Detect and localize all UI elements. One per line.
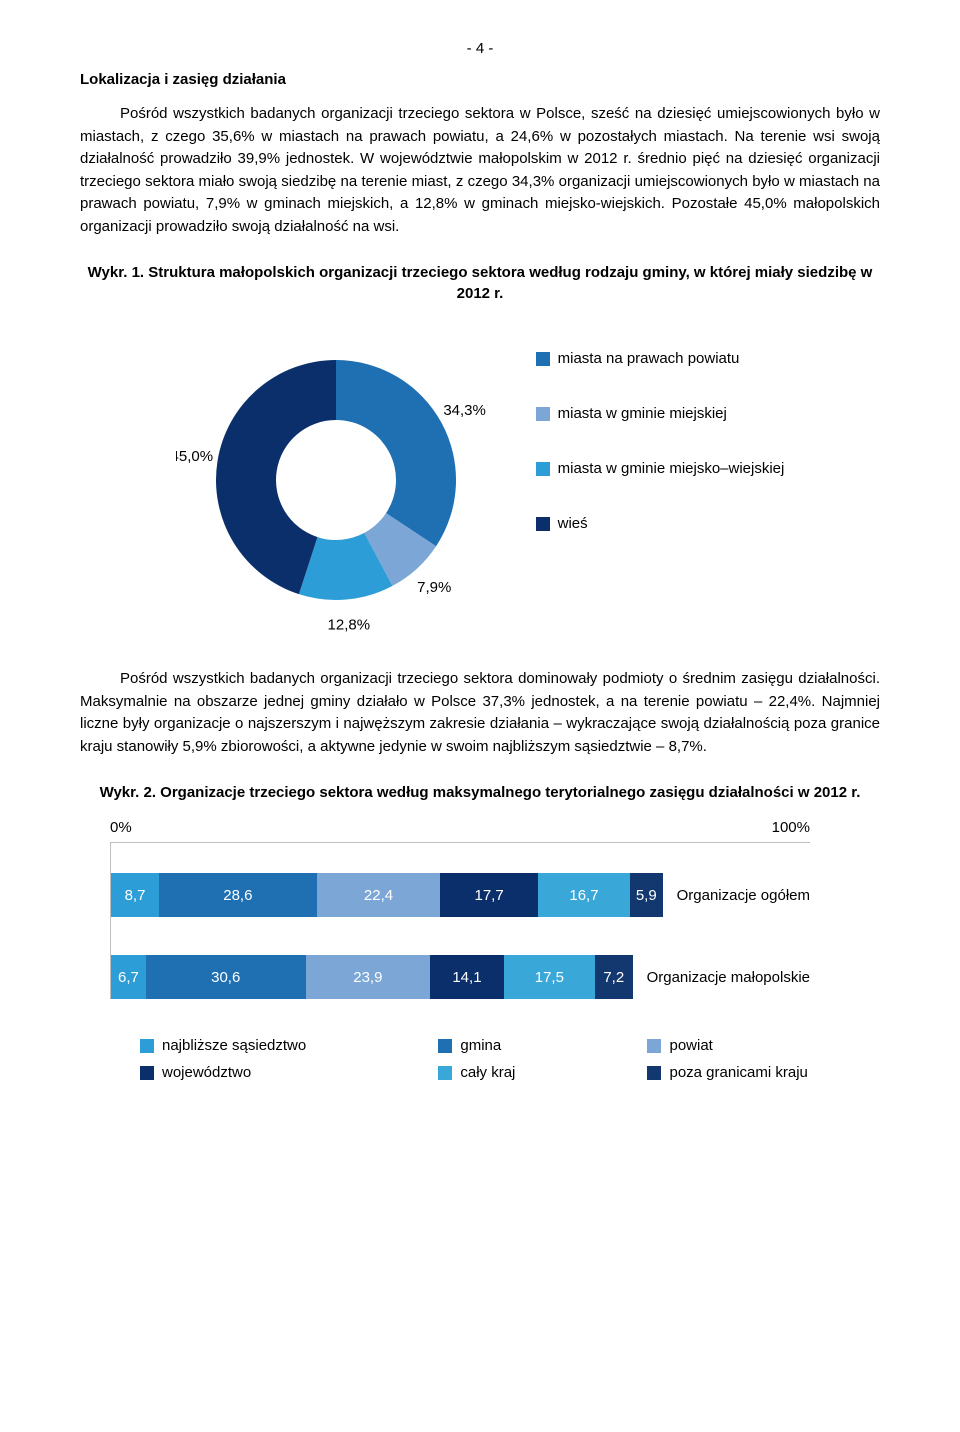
legend-swatch: [536, 407, 550, 421]
legend-label: miasta w gminie miejskiej: [558, 405, 727, 422]
donut-chart-block: 34,3% 7,9% 12,8% 45,0% miasta na prawach po…: [80, 320, 880, 640]
donut-legend-item: miasta na prawach powiatu: [536, 350, 785, 367]
legend-swatch: [536, 517, 550, 531]
bar-row-label: Organizacje małopolskie: [647, 969, 810, 986]
bars-area: 8,728,622,417,716,75,9 Organizacje ogółem…: [110, 842, 810, 999]
bar-row: 8,728,622,417,716,75,9 Organizacje ogółem: [111, 873, 810, 917]
figure-2-caption: Wykr. 2. Organizacje trzeciego sektora w…: [80, 782, 880, 803]
legend-swatch: [647, 1066, 661, 1080]
bar-segment: 5,9: [630, 873, 663, 917]
donut-value-label: 45,0%: [176, 448, 213, 465]
bar-segment: 6,7: [111, 955, 146, 999]
paragraph-1: Pośród wszystkich badanych organizacji t…: [80, 103, 880, 238]
axis-row: 0% 100%: [80, 819, 880, 842]
axis-max: 100%: [772, 819, 810, 836]
bar-segment: 7,2: [595, 955, 633, 999]
bar-row: 6,730,623,914,117,57,2 Organizacje małopo…: [111, 955, 810, 999]
stacked-bar: 6,730,623,914,117,57,2: [111, 955, 633, 999]
figure-1-caption: Wykr. 1. Struktura małopolskich organiza…: [80, 262, 880, 304]
donut-legend-item: miasta w gminie miejskiej: [536, 405, 785, 422]
bar-segment: 30,6: [146, 955, 306, 999]
bar-segment: 22,4: [317, 873, 441, 917]
legend-swatch: [438, 1066, 452, 1080]
page: - 4 - Lokalizacja i zasięg działania Poś…: [0, 0, 960, 1151]
bar-segment: 17,7: [440, 873, 538, 917]
donut-row: 34,3% 7,9% 12,8% 45,0% miasta na prawach po…: [176, 320, 785, 640]
stacked-legend: najbliższe sąsiedztwo gmina powiat wojewódz…: [140, 1037, 880, 1081]
stacked-bar-block: 0% 100% 8,728,622,417,716,75,9 Organizacj…: [80, 819, 880, 1081]
legend-label: cały kraj: [460, 1064, 515, 1081]
stacked-legend-item: cały kraj: [438, 1064, 587, 1081]
legend-swatch: [536, 462, 550, 476]
legend-swatch: [140, 1039, 154, 1053]
donut-slice: [336, 360, 456, 546]
legend-swatch: [140, 1066, 154, 1080]
bar-row-label: Organizacje ogółem: [677, 887, 810, 904]
donut-legend-item: wieś: [536, 515, 785, 532]
stacked-legend-item: najbliższe sąsiedztwo: [140, 1037, 378, 1054]
bar-segment: 14,1: [430, 955, 504, 999]
donut-legend: miasta na prawach powiatu miasta w gminie…: [536, 320, 785, 532]
axis-min: 0%: [110, 819, 132, 836]
donut-chart: 34,3% 7,9% 12,8% 45,0%: [176, 320, 496, 640]
donut-value-label: 12,8%: [327, 616, 370, 633]
paragraph-2: Pośród wszystkich badanych organizacji t…: [80, 668, 880, 758]
stacked-bar: 8,728,622,417,716,75,9: [111, 873, 663, 917]
bar-segment: 28,6: [159, 873, 317, 917]
stacked-legend-item: powiat: [647, 1037, 880, 1054]
bar-segment: 16,7: [538, 873, 630, 917]
bar-segment: 23,9: [306, 955, 431, 999]
donut-value-label: 7,9%: [417, 579, 451, 596]
donut-legend-item: miasta w gminie miejsko–wiejskiej: [536, 460, 785, 477]
legend-label: poza granicami kraju: [669, 1064, 807, 1081]
legend-label: gmina: [460, 1037, 501, 1054]
legend-label: województwo: [162, 1064, 251, 1081]
page-number: - 4 -: [80, 40, 880, 57]
legend-swatch: [438, 1039, 452, 1053]
legend-label: najbliższe sąsiedztwo: [162, 1037, 306, 1054]
legend-label: wieś: [558, 515, 588, 532]
legend-swatch: [536, 352, 550, 366]
legend-label: miasta w gminie miejsko–wiejskiej: [558, 460, 785, 477]
section-title: Lokalizacja i zasięg działania: [80, 71, 880, 88]
legend-swatch: [647, 1039, 661, 1053]
bar-segment: 17,5: [504, 955, 595, 999]
donut-value-label: 34,3%: [443, 402, 486, 419]
stacked-legend-item: województwo: [140, 1064, 378, 1081]
legend-label: miasta na prawach powiatu: [558, 350, 740, 367]
legend-label: powiat: [669, 1037, 712, 1054]
stacked-legend-item: gmina: [438, 1037, 587, 1054]
stacked-legend-item: poza granicami kraju: [647, 1064, 880, 1081]
bar-segment: 8,7: [111, 873, 159, 917]
